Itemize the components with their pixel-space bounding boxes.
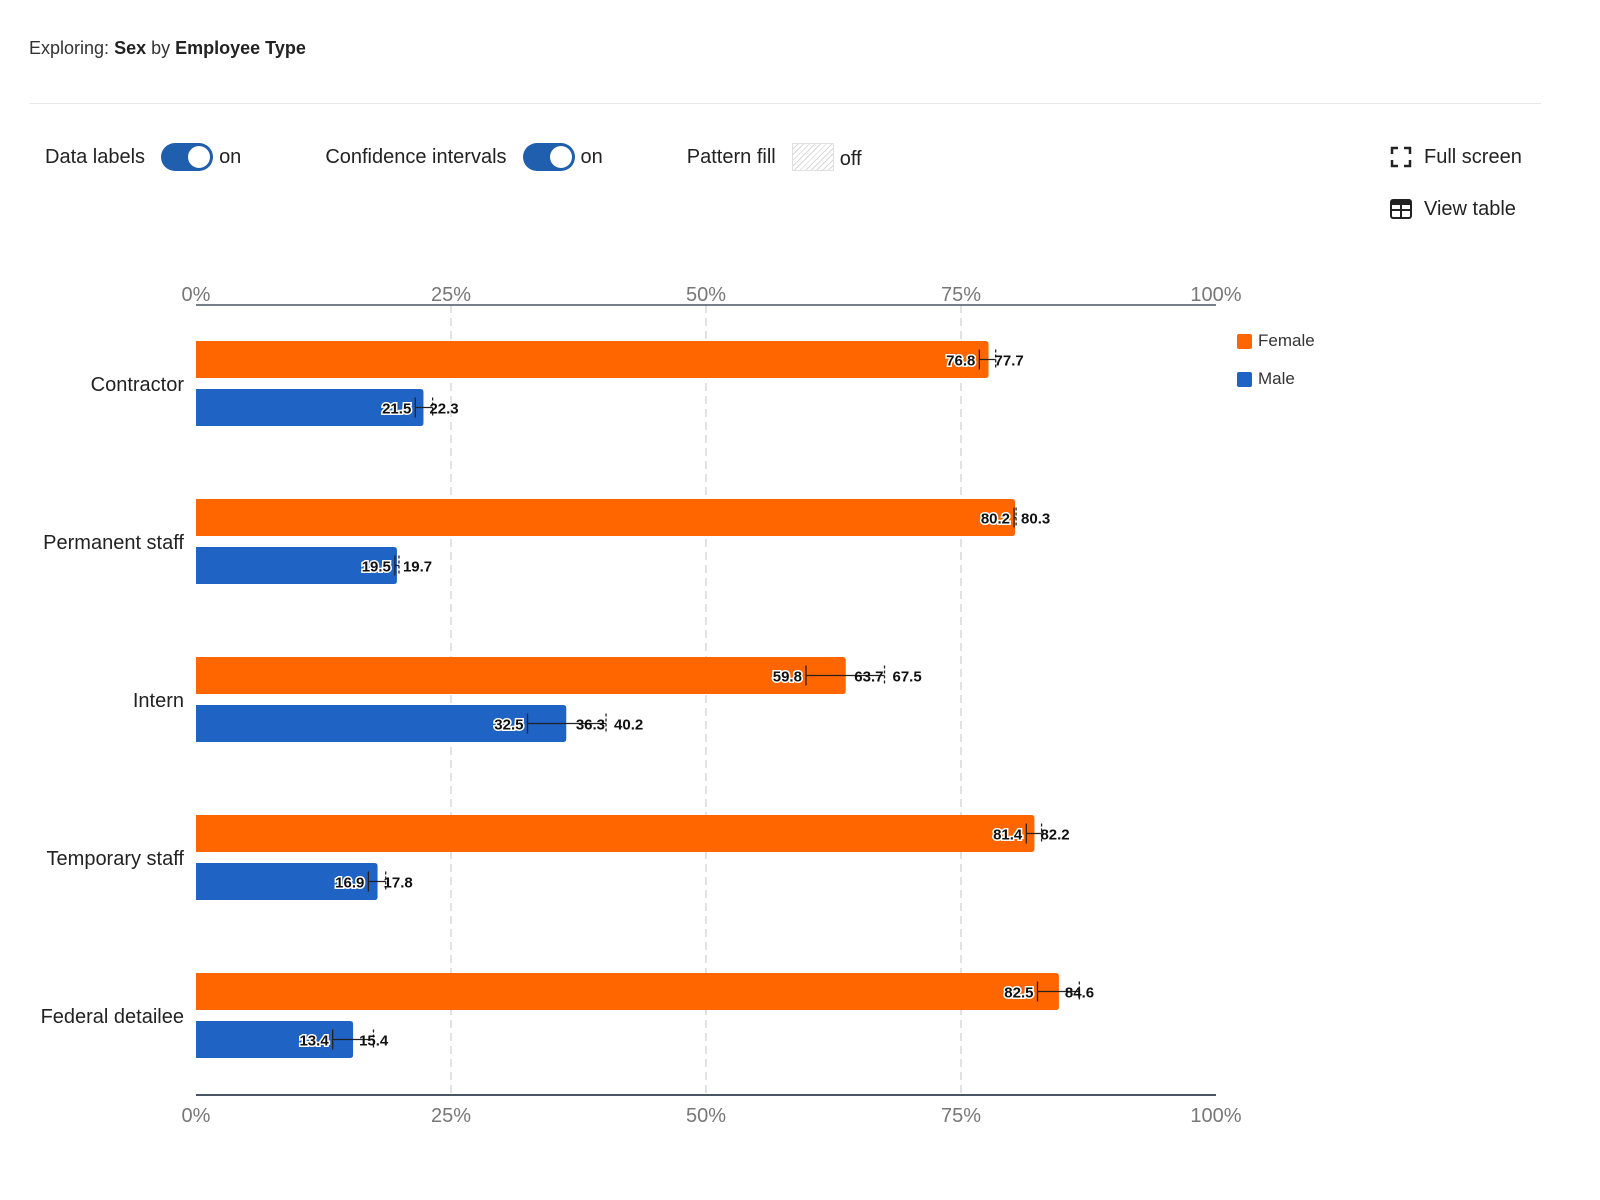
pattern-fill-toggle[interactable] [791,143,834,171]
title-measure: Sex [114,38,147,58]
data-label-value: 82.2 [1040,827,1069,844]
bar-male [196,705,567,742]
bar-male [196,863,378,900]
x-tick-label-top: 75% [941,284,981,306]
table-icon [1390,199,1412,219]
category-label: Federal detailee [41,1006,184,1028]
x-tick-label-bottom: 0% [182,1105,211,1127]
chart-actions: Full screen View table [1390,140,1522,244]
bar-male [196,1021,354,1058]
legend-label-female: Female [1258,331,1315,350]
pattern-fill-control: Pattern fill off [687,143,862,171]
view-table-button[interactable]: View table [1390,192,1522,226]
data-labels-label: Data labels [45,145,146,168]
data-label-value: 22.3 [429,401,458,418]
title-prefix: Exploring: [29,38,110,58]
full-screen-label: Full screen [1424,145,1522,168]
x-tick-label-bottom: 100% [1190,1105,1241,1127]
legend-swatch-male [1237,371,1252,387]
data-label-ci-lower: 82.5 [1004,985,1033,1002]
bar-female [196,657,846,694]
bar-male [196,547,397,584]
chart-legend: Female Male [1237,330,1315,406]
toggle-knob [188,146,211,168]
data-label-value: 15.4 [359,1033,389,1050]
confidence-intervals-state: on [580,145,603,168]
bar-female [196,973,1059,1010]
data-label-ci-lower: 13.4 [299,1033,329,1050]
chart-controls: Data labels on Confidence intervals on P… [45,140,946,174]
title-dimension: Employee Type [175,38,306,58]
legend-swatch-female [1237,333,1252,349]
x-tick-label-bottom: 50% [686,1105,726,1127]
bar-female [196,341,989,378]
data-label-value: 80.3 [1021,511,1050,528]
full-screen-button[interactable]: Full screen [1390,140,1522,174]
data-label-value: 63.7 [854,669,883,686]
data-label-ci-lower: 80.2 [981,511,1010,528]
x-tick-label-top: 0% [182,284,211,306]
data-label-ci-lower: 19.5 [362,559,391,576]
bar-female [196,815,1035,852]
category-label: Contractor [91,374,185,396]
data-label-value: 19.7 [403,559,432,576]
category-label: Intern [133,690,184,712]
data-label-ci-lower: 21.5 [382,401,411,418]
page-title: Exploring: Sex by Employee Type [29,38,306,59]
data-label-ci-lower: 32.5 [494,717,523,734]
fullscreen-icon [1390,146,1412,168]
data-label-value: 84.6 [1065,985,1094,1002]
header-divider [29,103,1541,104]
title-joiner: by [151,38,171,58]
category-label: Permanent staff [43,532,184,554]
data-label-value: 17.8 [384,875,413,892]
confidence-intervals-control: Confidence intervals on [325,143,603,171]
x-tick-label-top: 25% [431,284,471,306]
data-label-value: 77.7 [995,353,1024,370]
data-labels-toggle[interactable] [161,143,214,171]
legend-item-female[interactable]: Female [1237,330,1315,352]
pattern-fill-state: off [839,147,862,170]
x-tick-label-top: 100% [1190,284,1241,306]
data-label-ci-lower: 16.9 [335,875,364,892]
confidence-intervals-toggle[interactable] [522,143,575,171]
x-tick-label-bottom: 25% [431,1105,471,1127]
bar-male [196,389,424,426]
confidence-intervals-label: Confidence intervals [325,145,507,168]
data-label-ci-lower: 59.8 [773,669,802,686]
data-labels-control: Data labels on [45,143,241,171]
data-label-value: 36.3 [576,717,605,734]
data-label-ci-upper: 40.2 [614,717,643,734]
data-labels-state: on [219,145,242,168]
data-label-ci-upper: 67.5 [893,669,922,686]
data-label-ci-lower: 81.4 [993,827,1023,844]
view-table-label: View table [1424,197,1516,220]
x-tick-label-top: 50% [686,284,726,306]
bar-female [196,499,1016,536]
legend-item-male[interactable]: Male [1237,368,1315,390]
pattern-fill-label: Pattern fill [686,145,776,168]
legend-label-male: Male [1258,369,1295,388]
category-label: Temporary staff [47,848,185,870]
x-tick-label-bottom: 75% [941,1105,981,1127]
data-label-ci-lower: 76.8 [946,353,975,370]
toggle-knob [549,146,572,168]
